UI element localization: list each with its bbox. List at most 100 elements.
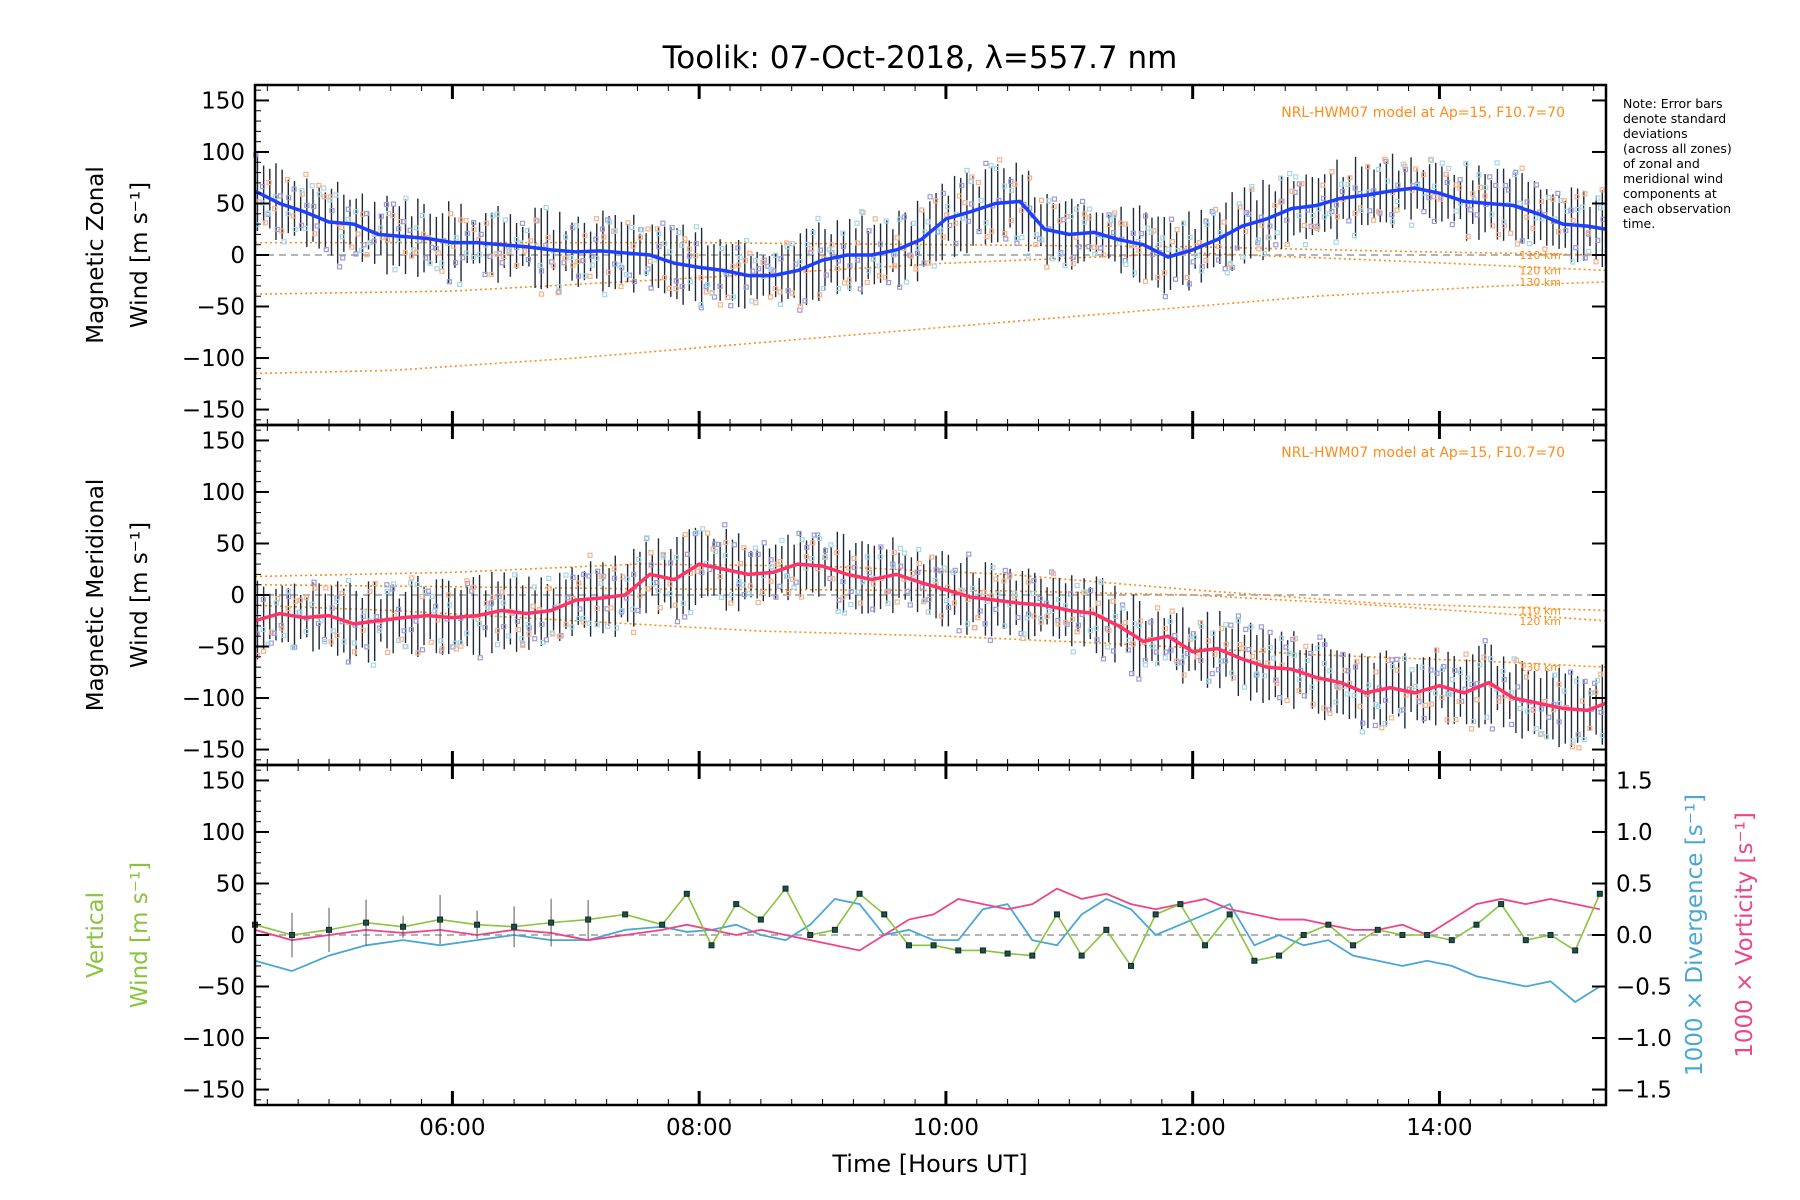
zone-wind-point: [1296, 688, 1302, 694]
zone-wind-point: [397, 219, 403, 225]
zone-wind-point: [266, 179, 272, 186]
zone-wind-point: [693, 240, 699, 247]
zone-wind-point: [1357, 703, 1363, 709]
zone-wind-point: [993, 576, 999, 582]
zone-wind-point: [1224, 270, 1230, 276]
zone-wind-point: [1136, 247, 1142, 253]
zone-wind-point: [834, 549, 840, 555]
zone-wind-point: [1119, 602, 1126, 608]
zone-wind-point: [398, 636, 404, 642]
zone-wind-point: [385, 237, 391, 243]
vertical-wind-point: [1103, 926, 1110, 933]
zone-wind-point: [1088, 587, 1094, 594]
zone-wind-point: [1519, 238, 1525, 244]
zone-wind-point: [857, 600, 864, 606]
zone-wind-point: [549, 630, 555, 636]
zone-wind-point: [682, 236, 688, 242]
zone-wind-point: [1537, 731, 1544, 738]
vertical-wind-point: [1053, 911, 1060, 918]
zone-wind-point: [1203, 218, 1209, 224]
y-tick-label: −100: [182, 1026, 245, 1052]
zone-wind-point: [563, 572, 569, 578]
vertical-wind-point: [1399, 932, 1406, 938]
zone-wind-point: [816, 535, 823, 541]
zone-wind-point: [1409, 667, 1415, 673]
zone-wind-point: [1512, 171, 1518, 178]
zone-wind-point: [1025, 253, 1031, 259]
zone-wind-point: [1474, 697, 1480, 703]
zone-wind-point: [1169, 238, 1176, 245]
zone-wind-point: [281, 239, 287, 245]
zone-wind-point: [413, 618, 419, 624]
zone-wind-point: [735, 245, 741, 251]
zone-wind-point: [1389, 219, 1396, 225]
zone-wind-point: [673, 278, 679, 284]
zone-wind-point: [1482, 193, 1488, 199]
zone-wind-point: [1543, 734, 1550, 740]
zone-wind-point: [796, 530, 802, 536]
zone-wind-point: [545, 234, 551, 241]
zone-wind-point: [1131, 620, 1137, 627]
zone-wind-point: [860, 209, 866, 216]
zone-wind-point: [556, 289, 562, 295]
zone-wind-point: [1359, 729, 1365, 735]
zone-wind-point: [573, 223, 580, 229]
zone-wind-point: [1014, 240, 1020, 246]
zone-wind-point: [693, 253, 699, 259]
model-altitude-label: 110 km: [1519, 604, 1561, 617]
zone-wind-point: [422, 255, 429, 261]
zone-wind-point: [1517, 200, 1523, 206]
zone-wind-point: [1172, 276, 1179, 282]
zone-wind-point: [390, 201, 397, 207]
zone-wind-point: [272, 206, 278, 212]
zone-wind-point: [1037, 595, 1043, 602]
zone-wind-point: [422, 588, 428, 595]
zone-wind-point: [975, 179, 981, 186]
zone-wind-point: [526, 631, 532, 637]
zone-wind-point: [1316, 206, 1322, 212]
zone-wind-point: [312, 585, 318, 591]
zone-wind-point: [1428, 667, 1434, 673]
zone-wind-point: [619, 608, 625, 614]
zone-wind-point: [1443, 171, 1449, 177]
zone-wind-point: [396, 226, 402, 232]
zone-wind-point: [1595, 195, 1601, 201]
zone-wind-point: [1452, 667, 1458, 673]
zone-wind-point: [1389, 657, 1395, 663]
zone-wind-point: [943, 597, 950, 604]
zone-wind-point: [645, 226, 651, 232]
zone-wind-point: [1278, 199, 1284, 205]
zone-wind-point: [688, 609, 694, 616]
zone-wind-point: [471, 219, 477, 226]
vertical-wind-point: [1202, 942, 1209, 949]
vertical-wind-point: [979, 947, 986, 954]
zone-wind-point: [1558, 197, 1564, 204]
zone-wind-point: [618, 609, 625, 615]
zone-wind-point: [712, 548, 719, 554]
zone-wind-point: [1260, 647, 1266, 653]
zone-wind-point: [790, 576, 796, 582]
zone-wind-point: [453, 646, 459, 652]
zone-wind-point: [1267, 629, 1273, 635]
zone-wind-point: [736, 262, 742, 268]
zone-wind-point: [1483, 185, 1489, 191]
zone-wind-point: [1008, 178, 1014, 185]
zone-wind-point: [673, 286, 679, 292]
zone-wind-point: [748, 551, 754, 558]
zone-wind-point: [945, 604, 952, 610]
zone-wind-point: [453, 235, 459, 241]
zone-wind-point: [1261, 250, 1268, 257]
zone-wind-point: [1212, 651, 1218, 657]
zone-wind-point: [886, 279, 892, 286]
zone-wind-point: [1291, 652, 1297, 658]
zone-wind-point: [822, 547, 829, 554]
zone-wind-point: [626, 272, 633, 278]
zone-wind-point: [774, 561, 780, 567]
note-line: meridional wind: [1623, 171, 1724, 186]
zone-wind-point: [1148, 619, 1154, 625]
zone-wind-point: [383, 201, 390, 208]
zone-wind-point: [345, 577, 352, 584]
zone-wind-point: [432, 608, 438, 614]
zone-wind-point: [637, 593, 643, 599]
zone-wind-point: [1018, 630, 1024, 637]
